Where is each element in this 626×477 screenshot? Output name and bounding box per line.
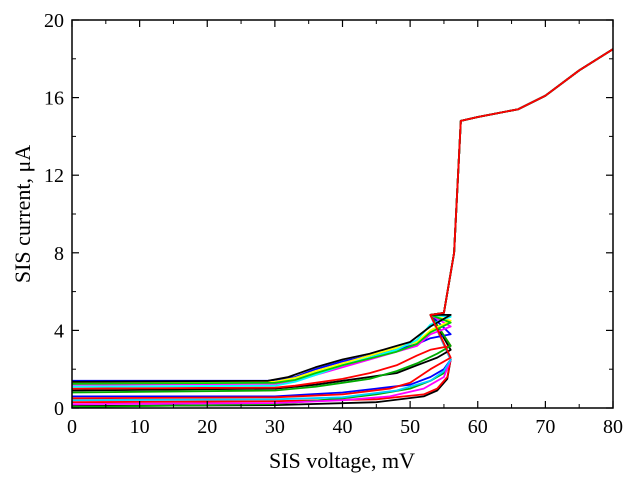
series-line-12 — [71, 48, 614, 384]
x-tick-label: 60 — [468, 416, 488, 438]
y-tick-label: 4 — [54, 320, 64, 342]
x-tick-label: 80 — [603, 416, 623, 438]
x-tick-label: 30 — [265, 416, 285, 438]
series-line-16 — [71, 48, 614, 400]
y-tick-label: 12 — [44, 165, 64, 187]
series-line-13 — [71, 48, 614, 388]
y-tick-label: 0 — [54, 398, 64, 420]
series-layer — [71, 48, 614, 408]
series-line-14 — [71, 48, 614, 385]
series-line-9 — [72, 48, 614, 382]
y-tick-label: 16 — [44, 88, 64, 110]
x-axis-title: SIS voltage, mV — [269, 448, 415, 473]
series-line-7 — [71, 48, 614, 392]
series-line-10 — [71, 48, 614, 394]
ticks-layer: 0 10 20 30 40 50 60 70 80 0 4 8 12 16 20 — [44, 10, 623, 438]
x-tick-label: 20 — [197, 416, 217, 438]
series-line-8 — [71, 48, 614, 390]
x-tick-label: 40 — [333, 416, 353, 438]
y-tick-label: 20 — [44, 10, 64, 32]
y-tick-label: 8 — [54, 243, 64, 265]
x-tick-label: 10 — [130, 416, 150, 438]
series-line-15 — [71, 48, 614, 383]
plot-frame — [71, 19, 614, 409]
x-tick-label: 0 — [67, 416, 77, 438]
series-line-3 — [72, 48, 614, 398]
x-tick-label: 50 — [400, 416, 420, 438]
y-axis-title: SIS current, μA — [10, 145, 35, 283]
axes-layer — [71, 19, 614, 409]
series-line-11 — [71, 48, 614, 386]
x-tick-label: 70 — [535, 416, 555, 438]
